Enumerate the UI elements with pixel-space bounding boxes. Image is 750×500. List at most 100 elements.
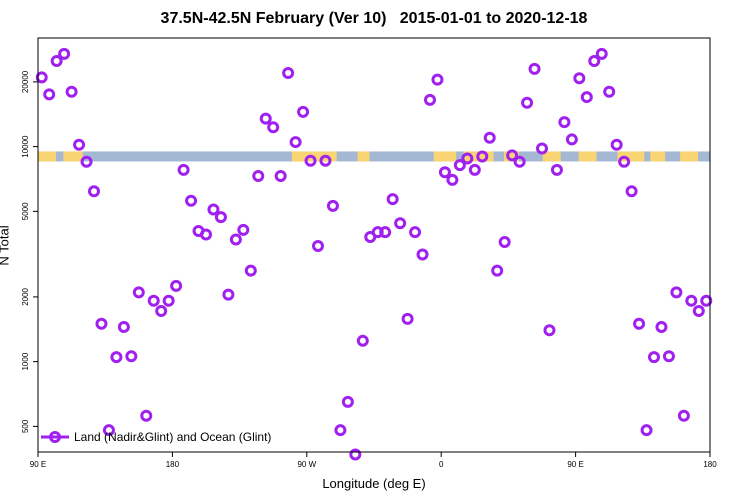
data-point: [491, 264, 504, 277]
data-point: [259, 112, 272, 125]
data-point: [117, 320, 130, 333]
data-point: [185, 194, 198, 207]
data-point: [401, 312, 414, 325]
data-point: [521, 96, 534, 109]
data-point: [200, 228, 212, 241]
x-tick-label: 180: [166, 460, 180, 469]
data-point: [371, 226, 384, 239]
data-point: [319, 154, 332, 167]
data-point: [252, 170, 265, 183]
data-point: [177, 163, 190, 176]
data-point: [326, 199, 339, 212]
data-point: [655, 320, 668, 333]
data-point: [692, 304, 705, 317]
data-point: [550, 163, 563, 176]
data-point: [603, 85, 616, 98]
y-tick-label: 20000: [21, 70, 30, 93]
legend: Land (Nadir&Glint) and Ocean (Glint): [41, 430, 271, 444]
data-point: [80, 155, 93, 168]
legend-label: Land (Nadir&Glint) and Ocean (Glint): [74, 430, 271, 444]
data-point: [662, 350, 675, 363]
data-point: [349, 448, 362, 461]
data-point: [267, 121, 280, 134]
data-point: [588, 55, 601, 68]
data-point: [237, 223, 250, 236]
data-point: [312, 239, 324, 252]
land-band-segment: [680, 151, 699, 162]
data-point: [125, 350, 138, 363]
land-band-segment: [38, 151, 56, 162]
data-point: [453, 159, 466, 172]
land-band-segment: [63, 151, 83, 162]
data-point: [446, 173, 459, 186]
data-point: [610, 138, 623, 151]
data-point: [528, 62, 541, 75]
data-point: [229, 233, 242, 246]
data-point: [102, 424, 115, 437]
data-point: [289, 136, 302, 149]
data-point: [65, 85, 78, 98]
data-point: [334, 424, 347, 437]
data-point: [498, 236, 511, 249]
data-point: [461, 152, 474, 165]
data-point: [416, 248, 429, 261]
data-point: [95, 317, 108, 330]
y-tick-label: 500: [21, 419, 30, 433]
data-point: [147, 294, 160, 307]
data-points: [35, 47, 713, 461]
data-point: [58, 47, 71, 60]
land-band-segment: [542, 151, 561, 162]
x-tick-label: 90 E: [567, 460, 583, 469]
data-point: [543, 324, 556, 337]
data-point: [573, 72, 586, 85]
data-point: [700, 294, 713, 307]
data-point: [170, 279, 183, 292]
land-band-segment: [578, 151, 597, 162]
data-point: [580, 91, 593, 104]
data-point: [43, 88, 56, 101]
data-point: [356, 334, 369, 347]
land-band-segment: [503, 151, 519, 162]
data-point: [214, 211, 227, 224]
data-point: [222, 288, 235, 301]
data-point: [386, 193, 399, 206]
plot-frame: [37, 37, 711, 453]
x-tick-label: 180: [703, 460, 717, 469]
data-point: [341, 395, 354, 408]
data-point: [282, 66, 295, 79]
data-point: [625, 185, 638, 198]
data-point: [379, 226, 392, 239]
data-point: [513, 155, 526, 168]
data-point: [132, 286, 145, 299]
data-point: [297, 105, 310, 118]
surface-band: [38, 151, 710, 162]
data-point: [536, 142, 548, 155]
data-point: [565, 133, 578, 146]
y-tick-label: 1000: [21, 352, 30, 370]
data-point: [409, 226, 422, 239]
data-point: [110, 351, 123, 364]
data-point: [595, 47, 608, 60]
legend-marker: [49, 431, 61, 443]
land-band-segment: [650, 151, 666, 162]
data-point: [468, 163, 481, 176]
axes: 90 E 180 90 W 0 90 E 180 500 1000 2000 5000 10000 2…: [21, 70, 717, 469]
data-point: [155, 304, 168, 317]
x-tick-label: 90 E: [30, 460, 46, 469]
land-band-segment: [617, 151, 645, 162]
data-point: [73, 138, 86, 151]
data-point: [304, 154, 317, 167]
data-point: [685, 294, 698, 307]
y-tick-label: 10000: [21, 135, 30, 158]
data-point: [558, 116, 571, 129]
data-point: [506, 149, 519, 162]
ocean-band: [38, 151, 710, 162]
data-point: [670, 286, 683, 299]
data-point: [207, 203, 220, 216]
data-point: [88, 185, 100, 198]
y-tick-label: 2000: [21, 287, 30, 305]
data-point: [140, 409, 153, 422]
data-point: [35, 71, 48, 84]
land-band-segment: [357, 151, 370, 162]
